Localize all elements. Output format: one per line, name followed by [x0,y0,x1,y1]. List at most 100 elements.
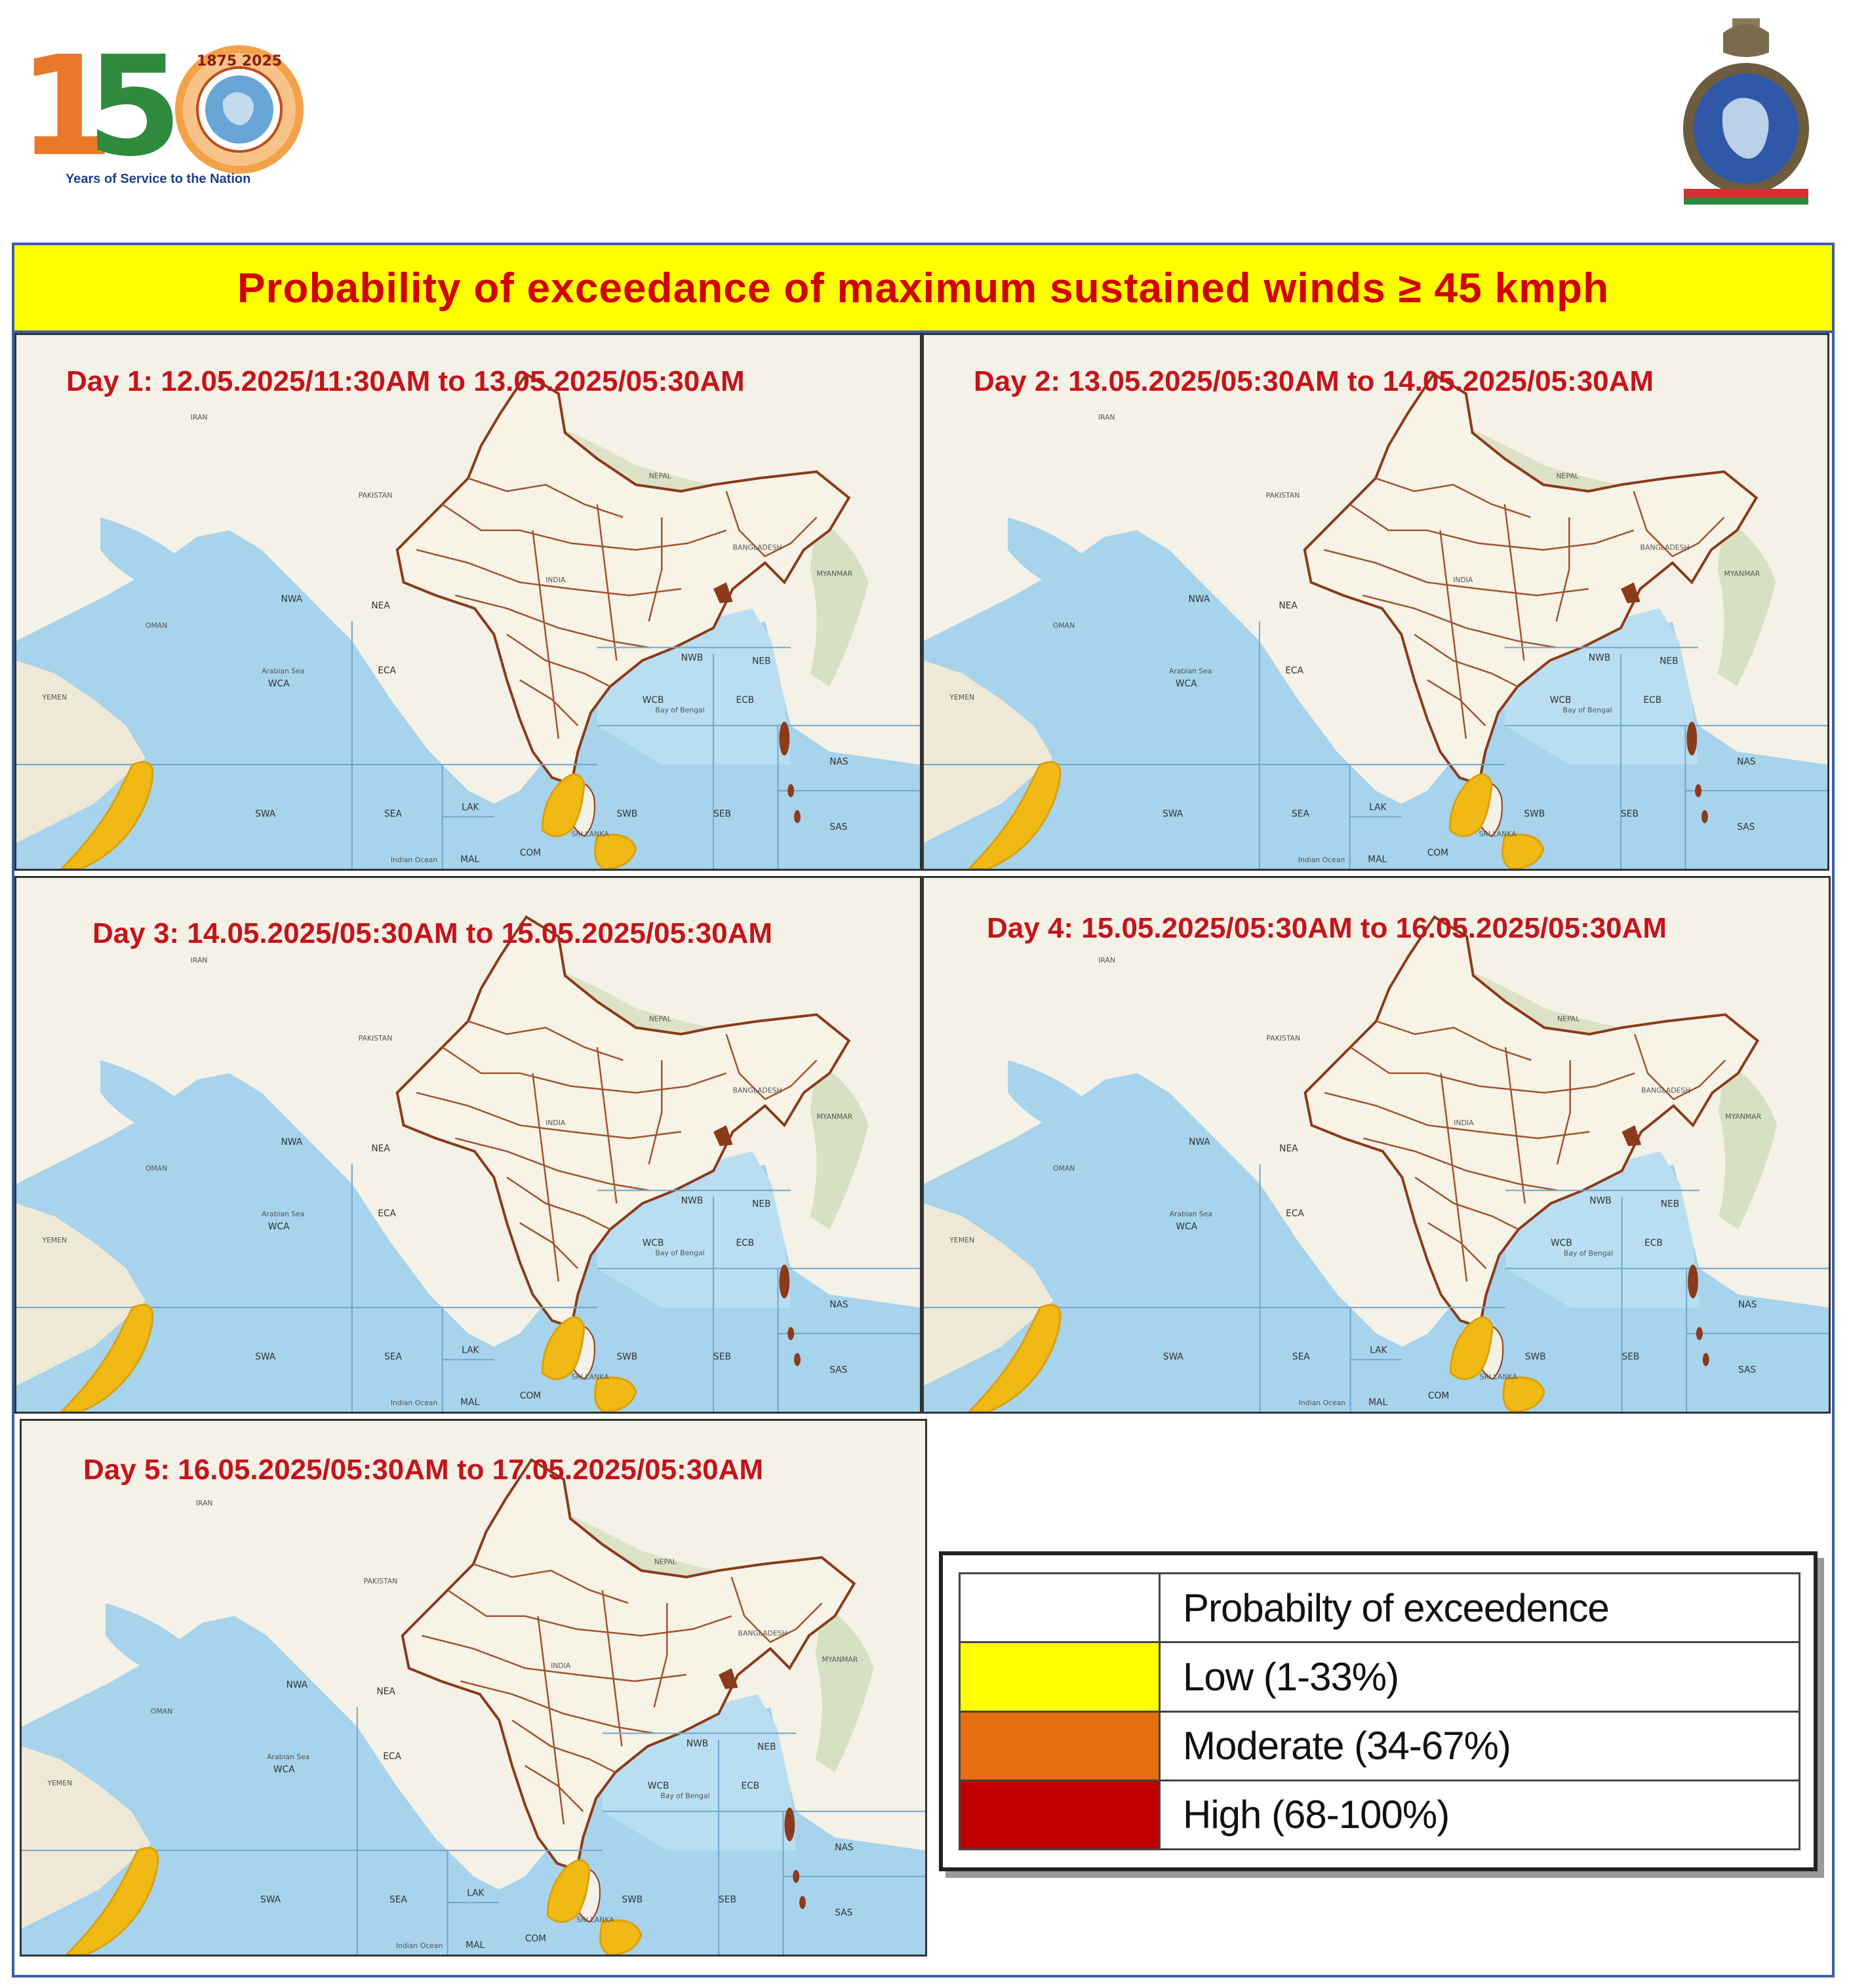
region-label-neb: NEB [1660,656,1678,666]
place-label-yemen: YEMEN [41,1236,67,1244]
place-label-iran: IRAN [191,413,208,422]
region-label-wcb: WCB [643,1238,664,1248]
place-label-india: INDIA [551,1661,571,1670]
region-label-nwb: NWB [681,652,703,663]
region-label-seb: SEB [1621,809,1639,820]
india-outline [1303,915,1760,1329]
persian-gulf [1007,517,1157,600]
place-label-bay-of-bengal: Bay of Bengal [655,706,704,715]
map-place-labels: IRAN PAKISTAN INDIA OMAN YEMEN NEPAL BAN… [41,413,852,864]
andaman-islands [1686,721,1708,824]
region-label-neb: NEB [757,1741,776,1752]
region-label-nas: NAS [1738,1300,1757,1310]
legend: Probabilty of exceedence Low (1-33%) Mod… [939,1551,1818,1871]
logo-tagline: Years of Service to the Nation [66,172,251,186]
map-place-labels: IRAN PAKISTAN INDIA OMAN YEMEN NEPAL BAN… [949,956,1761,1407]
region-label-eca: ECA [383,1751,401,1762]
legend-swatch-low [959,1641,1161,1713]
region-label-swa: SWA [255,1352,276,1362]
place-label-pakistan: PAKISTAN [359,1034,393,1043]
region-label-sas: SAS [829,822,847,832]
place-label-iran: IRAN [1098,956,1115,964]
map-region-labels: NWA NEA WCA ECA SWA SEA LAK MAL COM SWB … [260,1680,854,1951]
region-label-ecb: ECB [1644,1238,1663,1248]
low-zone-comorin [546,1859,591,1923]
region-label-com: COM [1427,848,1448,858]
place-label-pakistan: PAKISTAN [1266,491,1300,500]
region-label-neb: NEB [752,656,770,666]
region-label-eca: ECA [1286,1208,1304,1219]
place-label-iran: IRAN [1098,413,1115,422]
region-label-lak: LAK [1369,803,1387,813]
place-label-bangladesh: BANGLADESH [733,544,782,552]
place-label-bay-of-bengal: Bay of Bengal [1562,706,1612,715]
ocean-west [16,1073,920,1412]
place-label-oman: OMAN [1053,622,1075,630]
place-label-myanmar: MYANMAR [817,1112,853,1121]
ocean-west [924,530,1827,869]
ocean-west [22,1616,925,1955]
region-label-neb: NEB [1661,1199,1679,1209]
region-label-swa: SWA [1163,809,1183,820]
map-canvas: NWA NEA WCA ECA SWA SEA LAK MAL COM SWB … [924,878,1829,1412]
place-label-sri-lanka: SRI LANKA [571,1372,609,1381]
legend-row-low: Low (1-33%) [959,1641,1800,1713]
place-label-myanmar: MYANMAR [1724,569,1760,578]
place-label-oman: OMAN [151,1707,172,1716]
region-label-wca: WCA [1176,1222,1197,1232]
place-label-nepal: NEPAL [654,1557,677,1566]
place-label-myanmar: MYANMAR [1725,1112,1761,1121]
place-label-arabian-sea: Arabian Sea [262,1210,304,1218]
place-label-pakistan: PAKISTAN [1266,1034,1300,1043]
region-boundaries [924,621,1827,869]
region-label-wcb: WCB [1551,1238,1572,1248]
map-panel-day-5: NWA NEA WCA ECA SWA SEA LAK MAL COM SWB … [20,1419,927,1957]
low-zone-somalia [60,1303,154,1412]
place-label-arabian-sea: Arabian Sea [262,667,304,675]
region-label-seb: SEB [719,1895,736,1905]
region-label-nwb: NWB [1589,652,1610,663]
place-label-oman: OMAN [1053,1164,1075,1173]
region-label-nwb: NWB [1589,1195,1611,1206]
legend-header-blank [959,1572,1161,1644]
map-canvas: NWA NEA WCA ECA SWA SEA LAK MAL COM SWB … [16,335,920,869]
place-label-oman: OMAN [146,622,167,630]
place-label-pakistan: PAKISTAN [359,491,393,500]
panel-label-day-3: Day 3: 14.05.2025/05:30AM to 15.05.2025/… [92,917,773,949]
region-label-swb: SWB [622,1895,643,1905]
place-label-bay-of-bengal: Bay of Bengal [1564,1249,1613,1258]
place-label-india: INDIA [1453,576,1473,584]
region-label-seb: SEB [1622,1352,1640,1362]
region-label-sas: SAS [1738,1364,1756,1375]
region-label-lak: LAK [467,1888,485,1899]
seal-years-text: 1875 2025 [197,53,282,70]
andaman-islands [779,721,801,824]
title-bar: Probability of exceedance of maximum sus… [14,245,1832,333]
logo-digit-1: 1 [18,26,115,187]
region-label-mal: MAL [1368,1397,1387,1408]
place-label-indian-ocean: Indian Ocean [1299,1399,1346,1407]
region-label-swb: SWB [616,809,637,820]
region-label-nwb: NWB [686,1738,708,1749]
main-frame [12,243,1835,1978]
region-label-swb: SWB [616,1352,637,1362]
region-label-neb: NEB [752,1199,770,1209]
region-label-swb: SWB [1525,1352,1546,1362]
low-zone-somalia [967,1303,1062,1412]
coastal-mark-kolkata [713,1125,733,1146]
region-label-sea: SEA [384,809,402,820]
imd-emblem-icon [1683,18,1809,205]
region-boundaries [22,1707,925,1955]
map-region-labels: NWA NEA WCA ECA SWA SEA LAK MAL COM SWB … [255,594,848,865]
region-label-seb: SEB [713,1352,731,1362]
low-zone-somalia [60,761,154,869]
region-label-nas: NAS [1737,757,1756,767]
region-label-eca: ECA [1285,666,1303,676]
region-label-ecb: ECB [741,1781,759,1791]
region-label-wca: WCA [273,1764,295,1775]
region-label-sea: SEA [1292,1352,1310,1362]
region-boundaries [16,1164,920,1412]
region-label-nas: NAS [835,1842,854,1853]
state-boundaries [416,1020,818,1282]
low-zone-somalia [65,1846,159,1955]
